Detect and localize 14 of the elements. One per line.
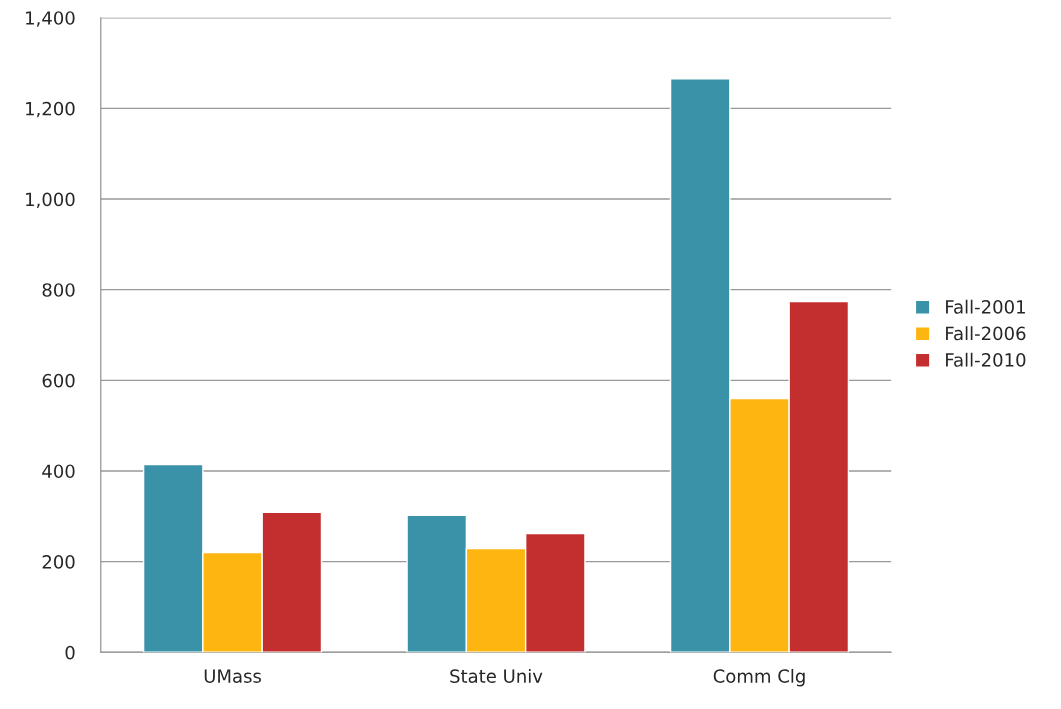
x-tick-label: UMass [204,669,261,683]
y-tick-label: 600 [42,373,75,388]
y-tick-label: 400 [42,464,75,479]
x-tick-label: State Univ [450,668,543,683]
y-tick-label: 800 [42,283,75,297]
legend-label: Fall-2001 [946,299,1025,314]
legend-label: Fall-2006 [946,326,1026,341]
legend-label: Fall-2010 [946,352,1026,367]
y-tick-label: 200 [42,555,75,569]
y-tick-label: 1,000 [26,192,75,208]
x-tick-label: Comm Clg [713,668,805,687]
y-tick-label: 0 [65,645,75,660]
y-tick-label: 1,200 [26,101,75,118]
y-tick-label: 1,400 [26,11,75,27]
